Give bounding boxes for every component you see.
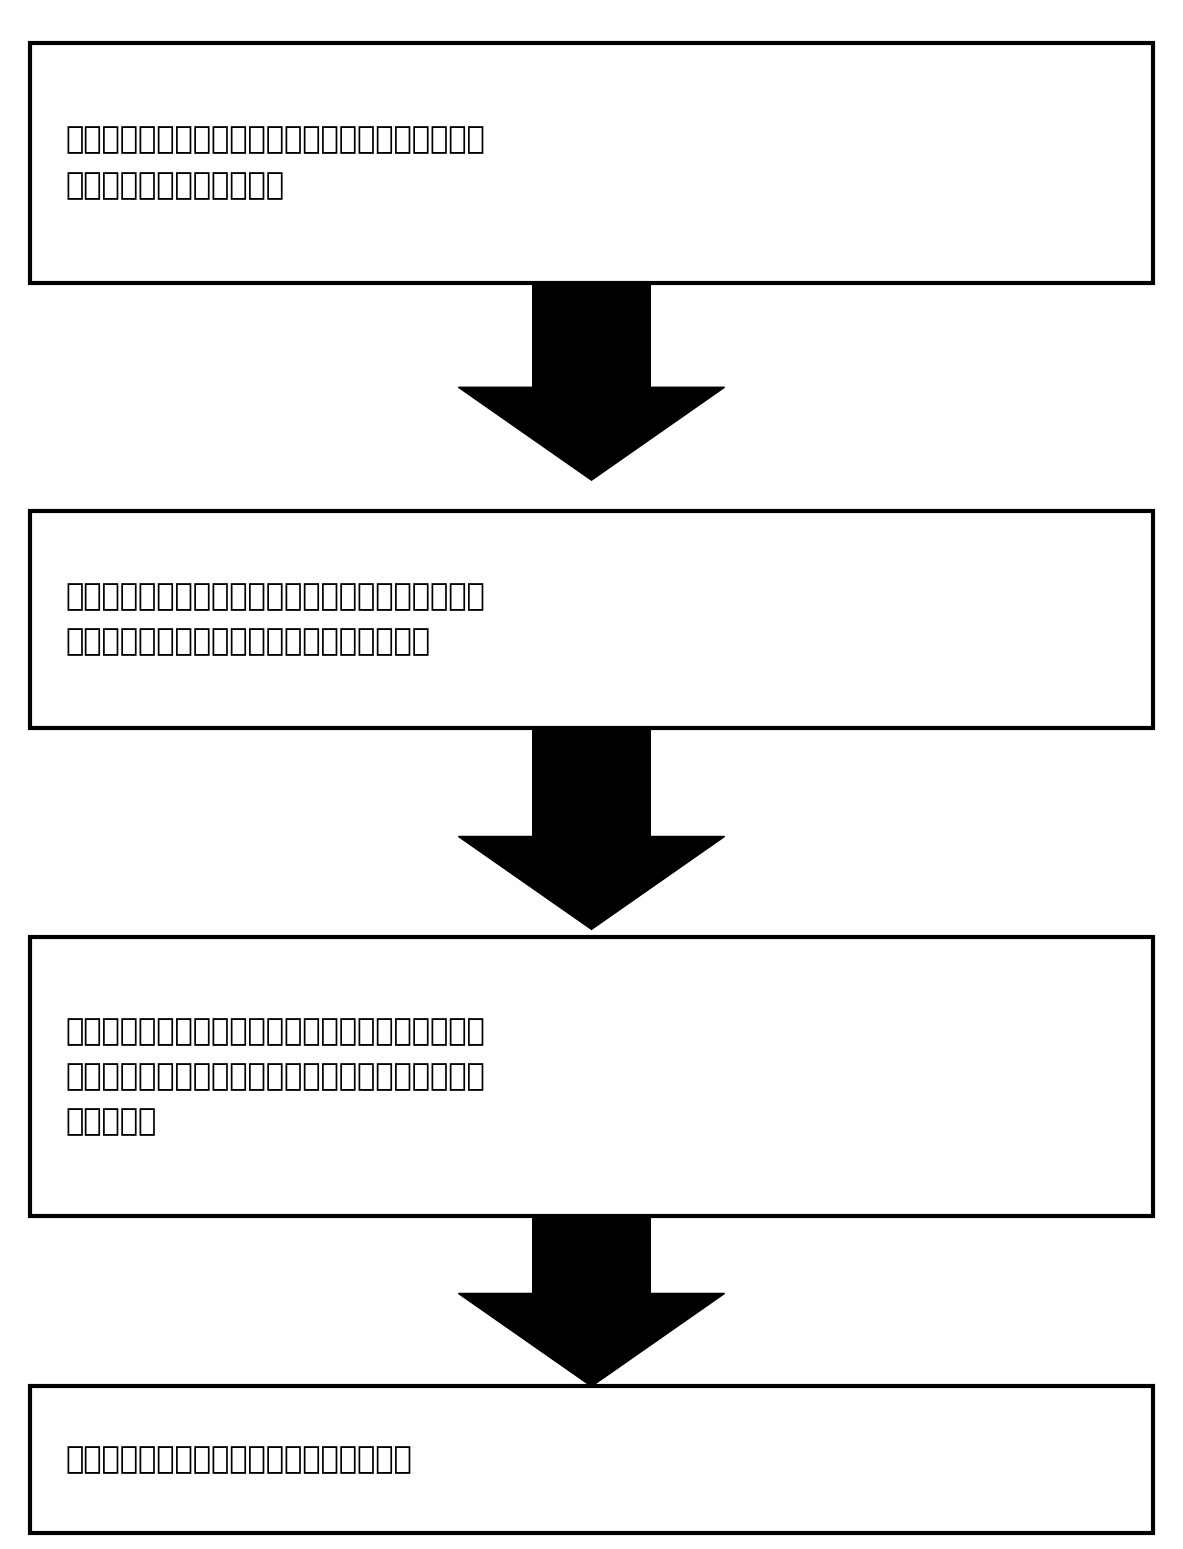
Polygon shape <box>459 387 724 480</box>
FancyBboxPatch shape <box>30 511 1153 728</box>
Text: 将二次分选出的单体电池进行大倍率脉冲充放电，进
而计算得出电池的直流内阻，按照直流内阻差异进行
三次分选。: 将二次分选出的单体电池进行大倍率脉冲充放电，进 而计算得出电池的直流内阻，按照直… <box>65 1018 485 1135</box>
FancyBboxPatch shape <box>532 728 651 836</box>
Text: 将一次分选出的单体电池在高温下放置一定时间后，
按照交流内阻和开路电压差异进行二次分选。: 将一次分选出的单体电池在高温下放置一定时间后， 按照交流内阻和开路电压差异进行二… <box>65 582 485 657</box>
Text: 将最终分选出的单体电池装配形成电池组。: 将最终分选出的单体电池装配形成电池组。 <box>65 1445 412 1473</box>
FancyBboxPatch shape <box>30 937 1153 1216</box>
Polygon shape <box>459 836 724 929</box>
FancyBboxPatch shape <box>30 42 1153 282</box>
Polygon shape <box>459 1293 724 1386</box>
FancyBboxPatch shape <box>532 1216 651 1293</box>
FancyBboxPatch shape <box>532 282 651 387</box>
FancyBboxPatch shape <box>30 1385 1153 1534</box>
Text: 将单体电池按照放电容量、交流内阻、开路电压等静
态参数差异进行一次分选。: 将单体电池按照放电容量、交流内阻、开路电压等静 态参数差异进行一次分选。 <box>65 125 485 200</box>
